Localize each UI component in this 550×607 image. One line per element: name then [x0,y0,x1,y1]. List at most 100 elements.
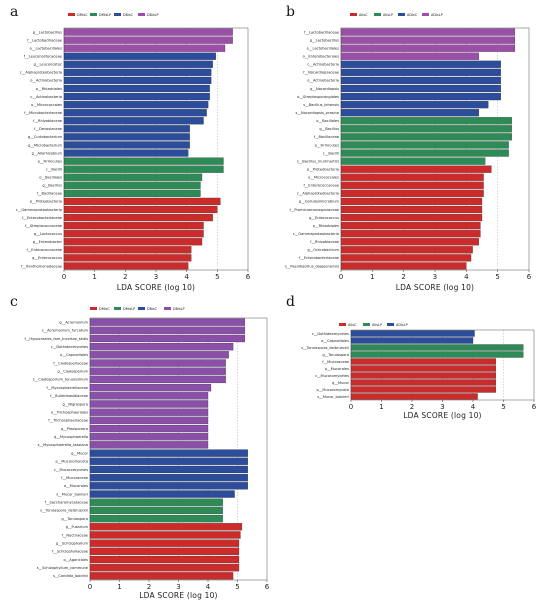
legend-label-DMisC: DMisC [77,13,88,17]
x-tick-label: 5 [501,403,505,411]
bar [340,222,481,230]
bar [63,181,201,189]
bar-label: f__Mucoraceae [322,360,349,364]
bar [340,133,512,141]
bar-label: g__Torulaspora [322,353,349,357]
bar [89,334,245,343]
bar-label: f__Hypocreales_fam_Incertae_sedis [25,337,89,341]
bar [340,109,479,117]
panel-letter-a: a [10,4,18,20]
bar-label: f__Enterococcaceae [26,248,62,252]
bar [89,367,226,375]
bar-label: g__Enterobacter [33,240,63,244]
bar-label: g__Pleosporora [61,427,88,431]
legend-swatch-AIIsC [350,13,357,16]
bar [350,365,496,372]
legend-label-AIIsC: AIIsC [359,13,368,17]
bar-label: p__Proteobacteria [30,200,62,204]
bar-label: o__Enterobacterales [303,55,340,59]
x-tick-label: 4 [184,273,189,281]
bar [89,506,223,515]
bar-label: f__Promicromonosporaceae [290,208,340,212]
bar [340,238,479,246]
bar [340,141,509,149]
bar [350,372,496,379]
x-tick-label: 1 [379,403,383,411]
bar-label: o__Actinobacteria [307,79,339,83]
bar-label: g__Allorhizobium [32,151,63,155]
bar [63,230,204,238]
bar [63,238,203,246]
bar [340,246,473,254]
bar [63,189,201,197]
bar-label: c__Actinobacteria [307,63,339,67]
x-tick-label: 4 [464,273,469,281]
bar [63,68,212,76]
bar [340,117,512,125]
bar-label: c__Mucoromycetes [315,374,349,378]
x-tick-label: 3 [154,273,158,281]
legend-label-DBisC: DBisC [147,307,158,311]
bar [63,44,226,52]
bar [340,92,501,101]
bar-label: c__Dothideomycetes [312,332,349,336]
bar-label: o__Rhizobiales [36,87,62,91]
bar-label: f__Saccharomycetaceae [45,501,89,505]
bar [63,76,212,85]
x-tick-label: 2 [401,273,405,281]
bar [89,351,229,359]
bar-label: p__Mucoromycota [317,388,349,392]
bar-label: s__Bacillus_murimartini [297,159,339,163]
bar-label: c__Dothideomycetes [51,345,88,349]
bar [89,318,245,326]
x-tick-label: 2 [410,403,414,411]
bar [63,84,210,93]
x-tick-label: 0 [339,273,343,281]
bar-label: f__Mucoraceae [61,476,88,480]
bar [350,344,524,351]
legend-swatch-DBisLP [138,13,145,16]
bar [350,337,474,344]
bar [63,254,192,262]
bar-label: g__Bacillus [319,127,339,131]
bar [340,173,484,181]
bar [89,375,226,384]
bar [63,60,213,68]
bar [89,424,209,433]
bar-label: f__Rhizobiaceae [310,240,340,244]
bar [89,564,240,572]
bar [63,141,190,149]
bar-label: g__Microbacterium [28,143,62,147]
panel-c: c DMisC DMisLP DBisC DBisLP 0 1 2 3 4 5 6 g__Acremon… [10,294,270,600]
bar-label: f__Enterobacteriaceae [22,216,63,220]
panel-letter-c: c [10,294,18,310]
bar-label: g__Nocardiopsis [310,87,339,91]
bar-label: p__Proteobacteria [307,167,339,171]
bar-label: f__Trichosphaeriaceae [48,419,88,423]
bar-label: f__Bacillaceae [37,192,63,196]
bar [340,76,501,85]
bar [63,205,218,214]
bar [63,262,189,270]
bar-label: o__Streptosporangiales [297,95,339,99]
bar-label: g__Lactobacillus [33,30,62,34]
bar-label: s__Cladosporium_tenuissimum [33,378,89,382]
panel-b: b AIIsC AIIsLP ADIsC ADIsLP 0 1 2 3 4 5 6 f__Lactoba… [285,4,532,292]
x-tick-label: 1 [370,273,374,281]
panel-a: a DMisC DMisLP DBisC DBisLP 0 1 2 3 4 5 6 g__Lactoba… [10,4,251,292]
bar-label: f__Lactobacillaceae [304,30,340,34]
bar [340,262,467,270]
bar-label: f__Cladosporiaceae [53,361,88,365]
bar [340,213,483,222]
panel-letter-d: d [286,294,295,310]
x-tick-label: 6 [265,583,270,591]
bar-label: o__Mucorales [64,484,88,488]
bar-label: o__Lactobacillales [307,46,339,50]
bar [340,101,489,109]
bar [340,165,492,173]
bar [89,433,209,441]
bar [89,547,240,555]
bar-label: f__Bulleribasidiaceae [50,394,89,398]
bar [340,197,483,206]
